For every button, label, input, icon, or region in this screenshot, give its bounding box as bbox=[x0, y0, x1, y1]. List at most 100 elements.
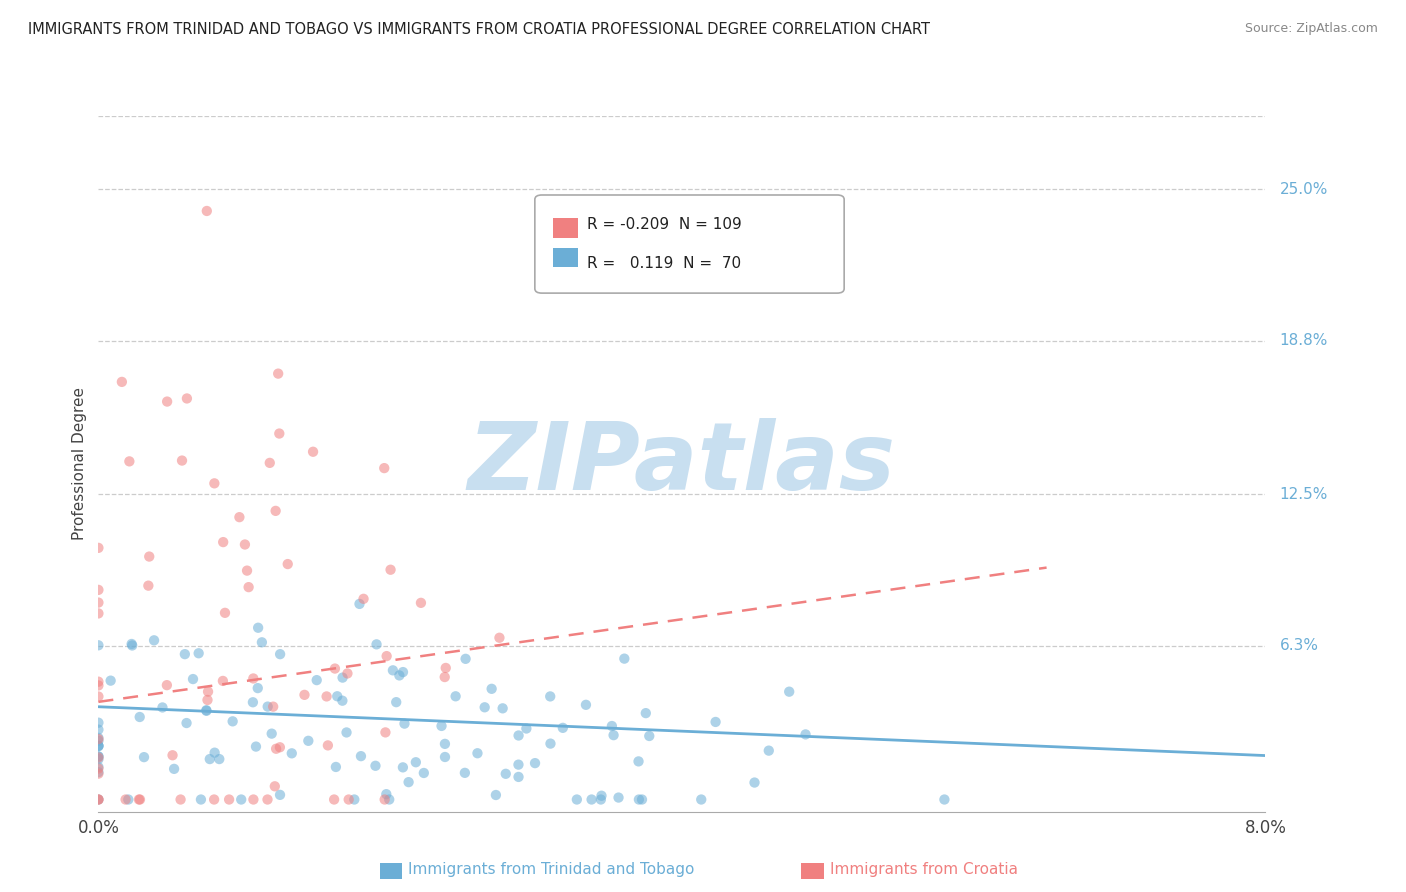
Point bbox=[87, 731, 110, 745]
Point bbox=[195, 704, 218, 718]
Point bbox=[221, 714, 243, 729]
Point bbox=[114, 792, 136, 806]
Point bbox=[454, 652, 477, 666]
Point bbox=[202, 476, 225, 491]
Point bbox=[374, 792, 396, 806]
Y-axis label: Professional Degree: Professional Degree bbox=[72, 387, 87, 541]
Point bbox=[430, 719, 453, 733]
Point bbox=[540, 737, 562, 751]
Point bbox=[231, 792, 253, 806]
Point bbox=[87, 766, 110, 780]
Point bbox=[375, 649, 398, 664]
Point bbox=[87, 582, 110, 597]
Point bbox=[332, 671, 354, 685]
Point bbox=[392, 760, 415, 774]
Point bbox=[138, 579, 160, 593]
Text: 18.8%: 18.8% bbox=[1279, 333, 1327, 348]
Point bbox=[325, 760, 347, 774]
Point bbox=[87, 749, 110, 764]
Point bbox=[634, 706, 657, 720]
Point bbox=[380, 563, 402, 577]
Point bbox=[87, 765, 110, 780]
Point bbox=[162, 748, 184, 763]
Point bbox=[508, 770, 530, 784]
Point bbox=[214, 606, 236, 620]
Point bbox=[117, 792, 139, 806]
Point bbox=[326, 690, 349, 704]
Point bbox=[260, 726, 283, 740]
Text: Immigrants from Croatia: Immigrants from Croatia bbox=[830, 863, 1018, 877]
Point bbox=[111, 375, 134, 389]
Point bbox=[758, 744, 780, 758]
Point bbox=[388, 668, 411, 682]
Point bbox=[156, 394, 179, 409]
Point bbox=[515, 722, 537, 736]
Point bbox=[87, 792, 110, 806]
Point bbox=[373, 461, 395, 475]
Point bbox=[602, 728, 624, 742]
Point bbox=[467, 746, 489, 760]
Point bbox=[87, 762, 110, 776]
Point bbox=[405, 756, 427, 770]
Point bbox=[551, 721, 574, 735]
Point bbox=[138, 549, 160, 564]
Point bbox=[87, 678, 110, 692]
Point bbox=[508, 757, 530, 772]
Point bbox=[87, 638, 110, 652]
Point bbox=[187, 646, 209, 660]
Point bbox=[381, 664, 404, 678]
Point bbox=[454, 765, 477, 780]
Point bbox=[263, 780, 285, 794]
Text: ZIPatlas: ZIPatlas bbox=[468, 417, 896, 510]
Point bbox=[934, 792, 956, 806]
Point bbox=[581, 792, 603, 806]
Point bbox=[378, 792, 401, 806]
Text: R =   0.119  N =  70: R = 0.119 N = 70 bbox=[586, 256, 741, 271]
Point bbox=[627, 792, 650, 806]
Point bbox=[394, 716, 416, 731]
Point bbox=[269, 647, 291, 661]
Point bbox=[269, 426, 291, 441]
Point bbox=[638, 729, 661, 743]
Point bbox=[259, 456, 281, 470]
Point bbox=[242, 672, 264, 686]
Point bbox=[197, 693, 219, 707]
Point bbox=[409, 596, 432, 610]
Point bbox=[118, 454, 141, 468]
Point bbox=[434, 661, 457, 675]
Point bbox=[366, 637, 388, 651]
Text: 25.0%: 25.0% bbox=[1279, 182, 1327, 197]
Point bbox=[297, 734, 319, 748]
Point bbox=[433, 737, 456, 751]
Point bbox=[256, 699, 278, 714]
Point bbox=[508, 729, 530, 743]
Point bbox=[392, 665, 415, 679]
Point bbox=[302, 444, 325, 458]
Point bbox=[87, 715, 110, 730]
Point bbox=[87, 792, 110, 806]
Point bbox=[281, 747, 304, 761]
Point bbox=[744, 775, 766, 789]
Point bbox=[495, 766, 517, 780]
Point bbox=[121, 637, 143, 651]
Point bbox=[269, 788, 291, 802]
Point bbox=[350, 749, 373, 764]
Point bbox=[600, 719, 623, 733]
Point bbox=[444, 690, 467, 704]
Point bbox=[375, 787, 398, 801]
Point bbox=[349, 597, 371, 611]
Point bbox=[228, 510, 250, 524]
Point bbox=[87, 732, 110, 747]
Point bbox=[488, 631, 510, 645]
Point bbox=[181, 672, 204, 686]
Point bbox=[267, 367, 290, 381]
Point bbox=[269, 740, 291, 755]
Point bbox=[163, 762, 186, 776]
Point bbox=[474, 700, 496, 714]
Point bbox=[778, 684, 800, 698]
Point bbox=[343, 792, 366, 806]
Point bbox=[238, 580, 260, 594]
Point bbox=[173, 647, 195, 661]
Point bbox=[294, 688, 316, 702]
Point bbox=[277, 557, 299, 571]
